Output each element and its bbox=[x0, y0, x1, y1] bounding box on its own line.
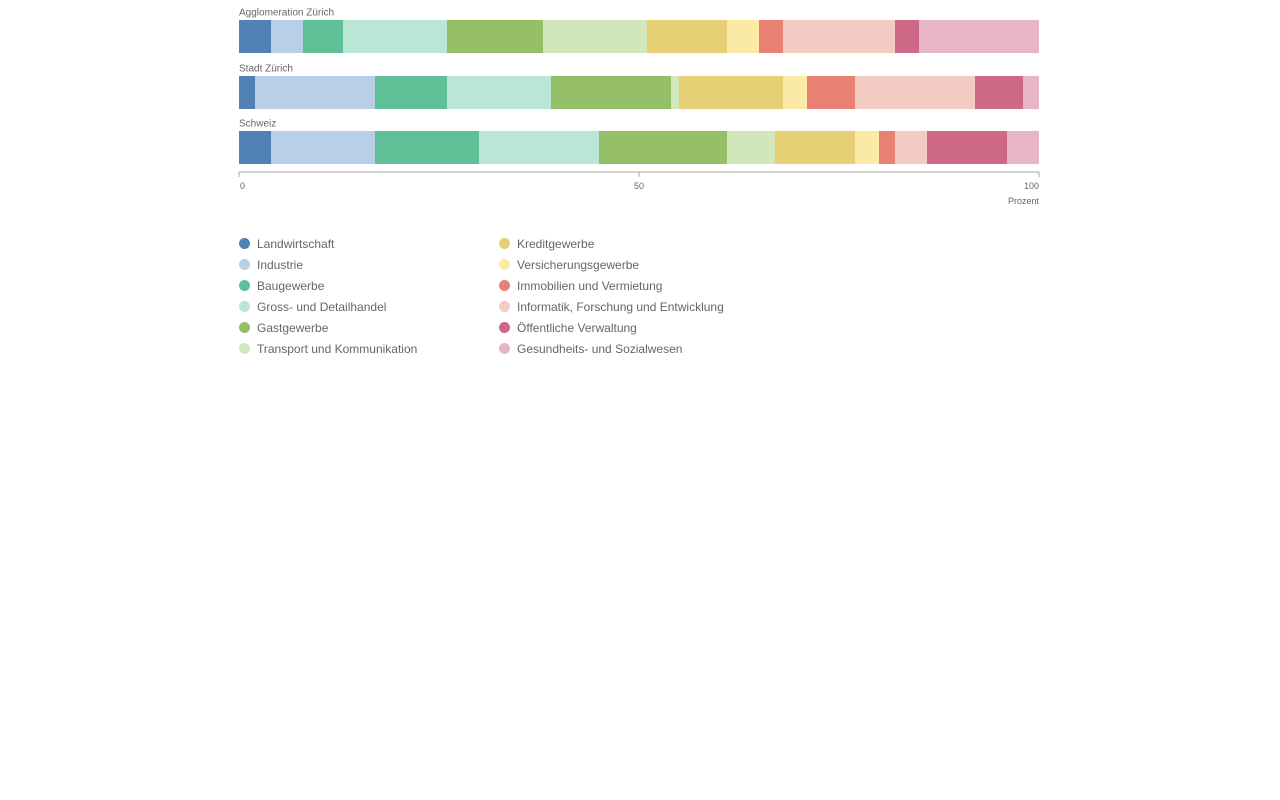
legend-item[interactable]: Gesundheits- und Sozialwesen bbox=[499, 338, 724, 359]
legend-item[interactable]: Öffentliche Verwaltung bbox=[499, 317, 724, 338]
bar-segment-stadt-zürich-10[interactable] bbox=[975, 76, 1023, 109]
bar-segment-stadt-zürich-2[interactable] bbox=[375, 76, 447, 109]
legend-swatch bbox=[499, 238, 510, 249]
x-axis-title: Prozent bbox=[1008, 196, 1040, 206]
legend-label: Industrie bbox=[257, 257, 304, 272]
bar-segment-schweiz-10[interactable] bbox=[927, 131, 1007, 164]
legend-label: Gesundheits- und Sozialwesen bbox=[517, 341, 683, 356]
bar-segment-agglomeration-zürich-8[interactable] bbox=[759, 20, 783, 53]
legend-item[interactable]: Immobilien und Vermietung bbox=[499, 275, 724, 296]
bar-segment-stadt-zürich-9[interactable] bbox=[855, 76, 975, 109]
legend-label: Informatik, Forschung und Entwicklung bbox=[517, 299, 724, 314]
bar-segment-schweiz-1[interactable] bbox=[271, 131, 375, 164]
legend-item[interactable]: Kreditgewerbe bbox=[499, 233, 724, 254]
stacked-bar-chart: Agglomeration Zürich Stadt Zürich Schweiz 0… bbox=[0, 0, 1280, 220]
bar-segment-schweiz-11[interactable] bbox=[1007, 131, 1039, 164]
row-label-agglomeration-zürich: Agglomeration Zürich bbox=[239, 8, 334, 19]
legend-item[interactable]: Baugewerbe bbox=[239, 275, 417, 296]
bar-segment-schweiz-7[interactable] bbox=[855, 131, 879, 164]
legend-swatch bbox=[499, 322, 510, 333]
legend-label: Transport und Kommunikation bbox=[257, 341, 418, 356]
legend-swatch bbox=[499, 259, 510, 270]
legend-label: Immobilien und Vermietung bbox=[517, 278, 663, 293]
legend-swatch bbox=[499, 280, 510, 291]
bar-segment-agglomeration-zürich-10[interactable] bbox=[895, 20, 919, 53]
legend-swatch bbox=[239, 322, 250, 333]
bar-segment-stadt-zürich-11[interactable] bbox=[1023, 76, 1039, 109]
bar-segment-schweiz-8[interactable] bbox=[879, 131, 895, 164]
bar-segment-agglomeration-zürich-9[interactable] bbox=[783, 20, 895, 53]
bar-segment-stadt-zürich-3[interactable] bbox=[447, 76, 551, 109]
bar-segment-schweiz-4[interactable] bbox=[599, 131, 727, 164]
legend-swatch bbox=[499, 343, 510, 354]
legend-item[interactable]: Transport und Kommunikation bbox=[239, 338, 417, 359]
legend-item[interactable]: Gross- und Detailhandel bbox=[239, 296, 417, 317]
bar-segment-stadt-zürich-6[interactable] bbox=[679, 76, 783, 109]
legend-label: Baugewerbe bbox=[257, 278, 325, 293]
legend-item[interactable]: Landwirtschaft bbox=[239, 233, 417, 254]
bar-segment-agglomeration-zürich-11[interactable] bbox=[919, 20, 1039, 53]
legend-item[interactable]: Versicherungsgewerbe bbox=[499, 254, 724, 275]
bar-segment-agglomeration-zürich-5[interactable] bbox=[543, 20, 647, 53]
bar-segment-agglomeration-zürich-0[interactable] bbox=[239, 20, 271, 53]
legend-item[interactable]: Informatik, Forschung und Entwicklung bbox=[499, 296, 724, 317]
bar-segment-agglomeration-zürich-1[interactable] bbox=[271, 20, 303, 53]
x-tick-label-100: 100 bbox=[1024, 181, 1039, 191]
legend-swatch bbox=[239, 280, 250, 291]
legend-swatch bbox=[239, 238, 250, 249]
row-label-schweiz: Schweiz bbox=[239, 119, 276, 130]
legend-label: Gastgewerbe bbox=[257, 320, 329, 335]
legend-column-right: Kreditgewerbe Versicherungsgewerbe Immobil… bbox=[499, 233, 724, 359]
bar-segment-schweiz-5[interactable] bbox=[727, 131, 775, 164]
bar-segment-stadt-zürich-7[interactable] bbox=[783, 76, 807, 109]
legend-item[interactable]: Gastgewerbe bbox=[239, 317, 417, 338]
legend-label: Kreditgewerbe bbox=[517, 236, 595, 251]
bar-segment-stadt-zürich-4[interactable] bbox=[551, 76, 671, 109]
bar-segment-agglomeration-zürich-3[interactable] bbox=[343, 20, 447, 53]
x-tick-label-0: 0 bbox=[240, 181, 245, 191]
legend-swatch bbox=[239, 259, 250, 270]
legend-swatch bbox=[239, 343, 250, 354]
legend-label: Gross- und Detailhandel bbox=[257, 299, 387, 314]
legend-label: Öffentliche Verwaltung bbox=[517, 320, 637, 335]
bar-segment-agglomeration-zürich-7[interactable] bbox=[727, 20, 759, 53]
bar-segment-stadt-zürich-5[interactable] bbox=[671, 76, 679, 109]
bar-segment-schweiz-9[interactable] bbox=[895, 131, 927, 164]
bar-segment-agglomeration-zürich-6[interactable] bbox=[647, 20, 727, 53]
x-tick-label-50: 50 bbox=[634, 181, 644, 191]
bar-segment-stadt-zürich-8[interactable] bbox=[807, 76, 855, 109]
bar-segment-schweiz-6[interactable] bbox=[775, 131, 855, 164]
row-label-stadt-zürich: Stadt Zürich bbox=[239, 64, 293, 75]
bar-segment-agglomeration-zürich-4[interactable] bbox=[447, 20, 543, 53]
bar-segment-schweiz-2[interactable] bbox=[375, 131, 479, 164]
bar-segment-stadt-zürich-0[interactable] bbox=[239, 76, 255, 109]
bar-segment-stadt-zürich-1[interactable] bbox=[255, 76, 375, 109]
chart-svg: Agglomeration Zürich Stadt Zürich Schweiz 0… bbox=[238, 8, 1040, 206]
bar-segment-schweiz-0[interactable] bbox=[239, 131, 271, 164]
legend-item[interactable]: Industrie bbox=[239, 254, 417, 275]
legend-swatch bbox=[239, 301, 250, 312]
legend-label: Landwirtschaft bbox=[257, 236, 335, 251]
legend-column-left: Landwirtschaft Industrie Baugewerbe Gross- … bbox=[239, 233, 417, 359]
bar-segment-agglomeration-zürich-2[interactable] bbox=[303, 20, 343, 53]
bar-segment-schweiz-3[interactable] bbox=[479, 131, 599, 164]
legend-swatch bbox=[499, 301, 510, 312]
legend-label: Versicherungsgewerbe bbox=[517, 257, 640, 272]
